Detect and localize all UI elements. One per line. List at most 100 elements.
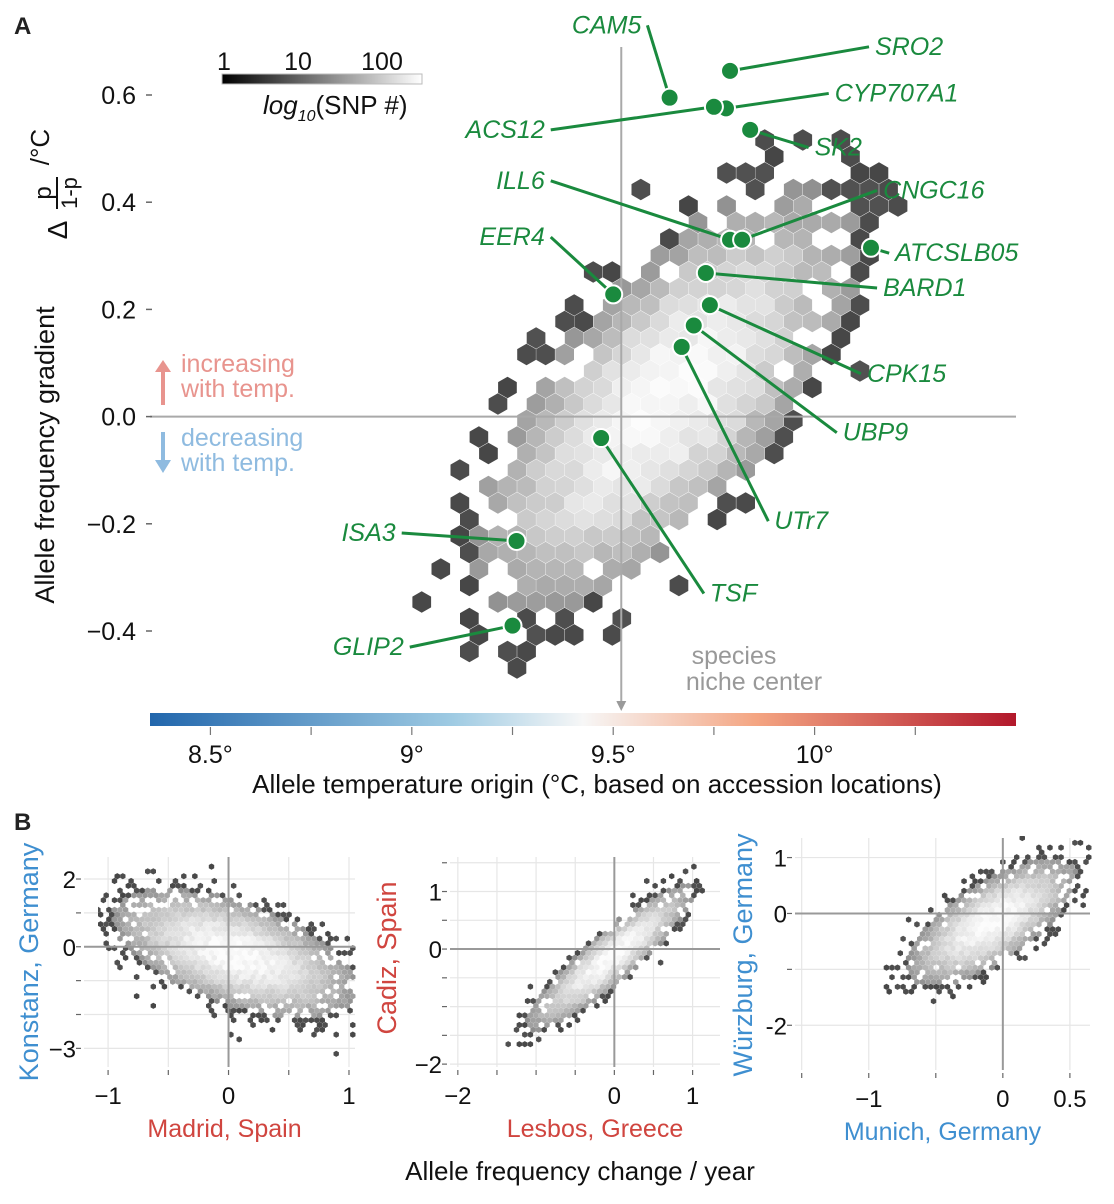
hexbin-cell [341, 969, 348, 976]
hexbin-cell [547, 988, 553, 995]
hexbin-cell [972, 878, 978, 885]
hexbin-cell [189, 964, 195, 971]
hexbin-cell [344, 973, 350, 981]
hexbin-cell [717, 459, 736, 481]
y-axis-label: Würzburg, Germany [728, 833, 758, 1077]
hexbin-cell [696, 882, 703, 889]
hexbin-cell [616, 964, 622, 971]
hexbin-cell [275, 911, 281, 918]
hexbin-cell [460, 607, 479, 630]
hexbin-cell [594, 973, 600, 981]
hexbin-cell [344, 935, 350, 942]
hexbin-cell [585, 940, 592, 947]
hexbin-cell [555, 508, 574, 531]
hexbin-cell [197, 978, 204, 985]
y-tick-label: 2 [63, 867, 76, 894]
hexbin-cell [655, 906, 661, 913]
hexbin-cell [919, 950, 926, 957]
hexbin-cell [989, 954, 995, 962]
hexbin-cell [889, 974, 895, 981]
hexbin-cell [577, 983, 583, 990]
hexbin-cell [469, 558, 489, 580]
hexbin-cell [280, 997, 287, 1005]
hexbin-cell [219, 921, 226, 928]
panel-a-y-label: Allele frequency gradient [30, 306, 60, 604]
hexbin-cell [536, 1017, 542, 1024]
hexbin-cell [580, 988, 586, 995]
hexbin-cell [883, 964, 890, 971]
x-tick-label: 0 [222, 1083, 235, 1110]
hexbin-cell [142, 940, 148, 947]
hexbin-cell [1033, 916, 1039, 923]
hexbin-cell [966, 974, 973, 981]
hexbin-cell [691, 882, 697, 889]
hexbin-cell [267, 935, 273, 942]
hexbin-cell [564, 492, 584, 514]
hexbin-cell [1044, 858, 1050, 866]
gene-sro2: SRO2 [720, 33, 943, 81]
hexbin-cell [217, 935, 223, 942]
hexbin-cell [964, 940, 970, 947]
hexbin-cell [242, 911, 248, 918]
hexbin-cell [244, 916, 251, 923]
hexbin-cell [1063, 892, 1070, 899]
hexbin-cell [997, 873, 1003, 880]
hexbin-cell [206, 916, 212, 923]
hexbin-cell [175, 930, 181, 937]
hexbin-cell [517, 640, 536, 663]
hexbin-cell [219, 978, 226, 985]
hexbin-cell [905, 964, 912, 971]
hexbin-cell [136, 940, 143, 947]
hexbin-cell [333, 1012, 339, 1019]
hexbin-cell [219, 988, 226, 995]
hexbin-cell [222, 983, 229, 990]
hexbin-cell [997, 921, 1003, 928]
hexbin-cell [555, 310, 574, 333]
hexbin-cell [994, 935, 1000, 942]
hexbin-cell [275, 969, 281, 976]
hexbin-cell [1002, 921, 1009, 928]
hexbin-cell [622, 525, 641, 547]
hexbin-cell [783, 277, 803, 300]
hexbin-cell [928, 906, 934, 914]
hexbin-cell [203, 988, 209, 995]
hexbin-cell [652, 882, 658, 889]
hexbin-cell [208, 1007, 215, 1014]
hexbin-cell [117, 964, 123, 971]
hexbin-cell [939, 954, 945, 962]
hexbin-cell [286, 911, 292, 918]
hexbin-cell [602, 969, 608, 976]
hexbin-cell [1044, 916, 1050, 923]
hexbin-cell [297, 988, 303, 995]
hexbin-cell [933, 974, 940, 981]
hexbin-cell [239, 935, 245, 942]
hexbin-cell [707, 442, 727, 465]
hexbin-cell [555, 574, 574, 597]
hexbin-cell [336, 949, 342, 957]
hexbin-cell [563, 997, 570, 1005]
hexbin-cell [972, 945, 978, 952]
gene-label: SK2 [815, 134, 862, 162]
hexbin-cell [228, 1031, 234, 1038]
hexbin-cell [267, 973, 273, 981]
hexbin-cell [1066, 868, 1073, 875]
hexbin-cell [563, 1007, 570, 1014]
hexbin-cell [217, 916, 223, 923]
hexbin-cell [211, 1012, 217, 1019]
hexbin-cell [1052, 930, 1059, 938]
hexbin-cell [153, 949, 159, 957]
hexbin-cell [269, 997, 276, 1005]
hexbin-cell [236, 901, 242, 909]
x-tick-label: −2 [444, 1083, 471, 1110]
hexbin-cell [991, 930, 998, 938]
hexbin-cell [1005, 897, 1012, 904]
hexbin-cell [1038, 878, 1045, 885]
hexbin-cell [536, 475, 555, 498]
x-axis-label: Madrid, Spain [147, 1115, 301, 1143]
hexbin-cell [677, 916, 683, 923]
hexbin-cell [1036, 882, 1042, 890]
hexbin-cell [850, 261, 870, 283]
hexbin-cell [594, 993, 600, 1000]
hexbin-cell [680, 882, 686, 889]
hexbin-cell [588, 983, 595, 990]
